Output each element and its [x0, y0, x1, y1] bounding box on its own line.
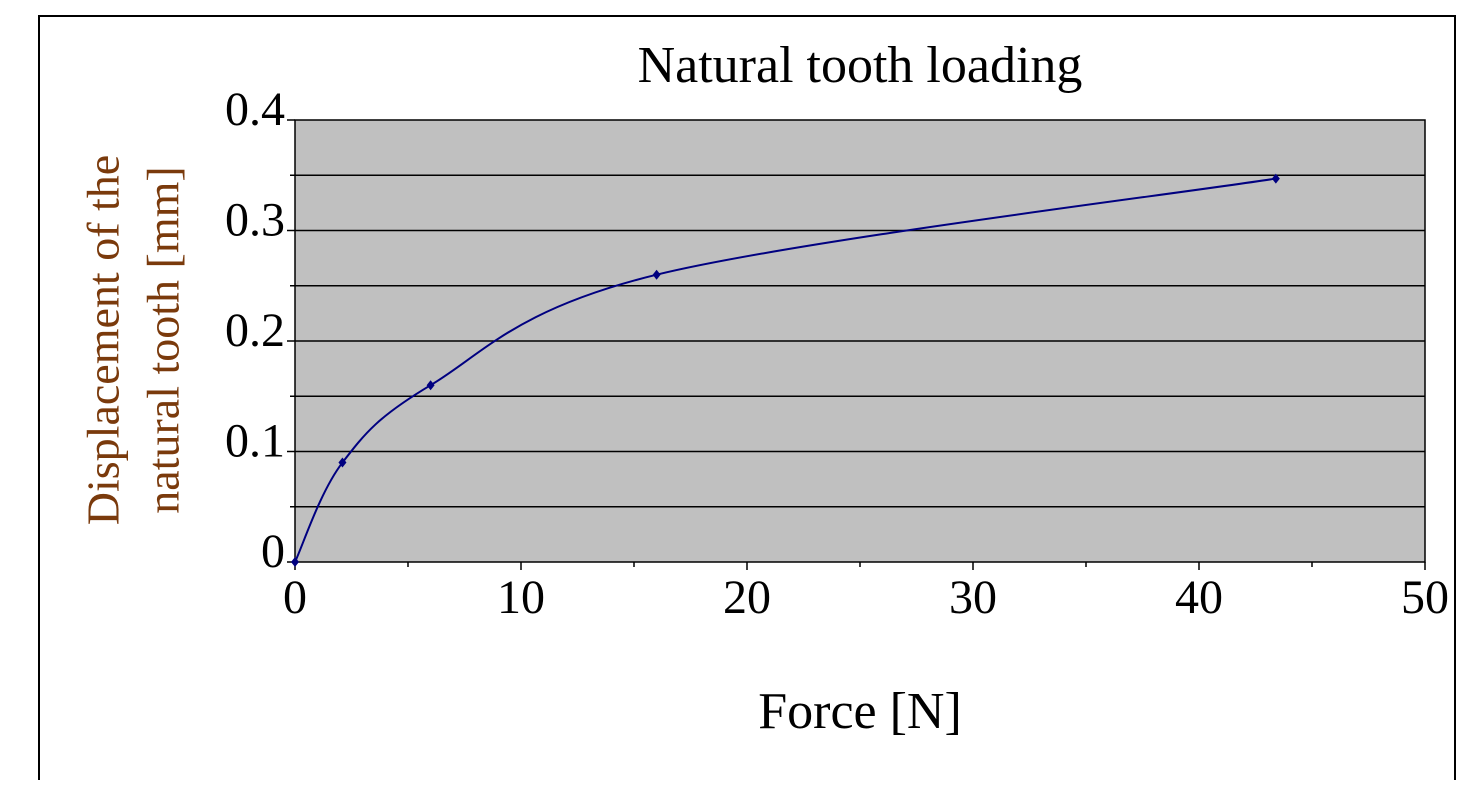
data-point	[1271, 173, 1280, 184]
y-tick-label: 0.3	[225, 194, 285, 247]
data-point	[652, 269, 661, 280]
x-tick-label: 20	[723, 571, 771, 624]
data-point	[291, 557, 299, 567]
y-axis-label-line: natural tooth [mm]	[138, 166, 189, 513]
data-point	[338, 457, 347, 468]
y-tick-label: 0.4	[225, 83, 285, 136]
y-tick-label: 0	[261, 525, 285, 578]
y-tick-label: 0.1	[225, 415, 285, 468]
x-tick-label: 30	[949, 571, 997, 624]
x-tick-label: 10	[497, 571, 545, 624]
data-point	[426, 380, 435, 391]
chart-title: Natural tooth loading	[638, 37, 1083, 94]
x-tick-label: 40	[1175, 571, 1223, 624]
x-tick-label: 50	[1401, 571, 1449, 624]
y-axis-label: Displacement of the natural tooth [mm]	[78, 155, 189, 525]
x-axis-label: Force [N]	[758, 683, 962, 740]
y-axis-label-line: Displacement of the	[78, 155, 129, 525]
y-tick-label: 0.2	[225, 304, 285, 357]
x-tick-label: 0	[283, 571, 307, 624]
